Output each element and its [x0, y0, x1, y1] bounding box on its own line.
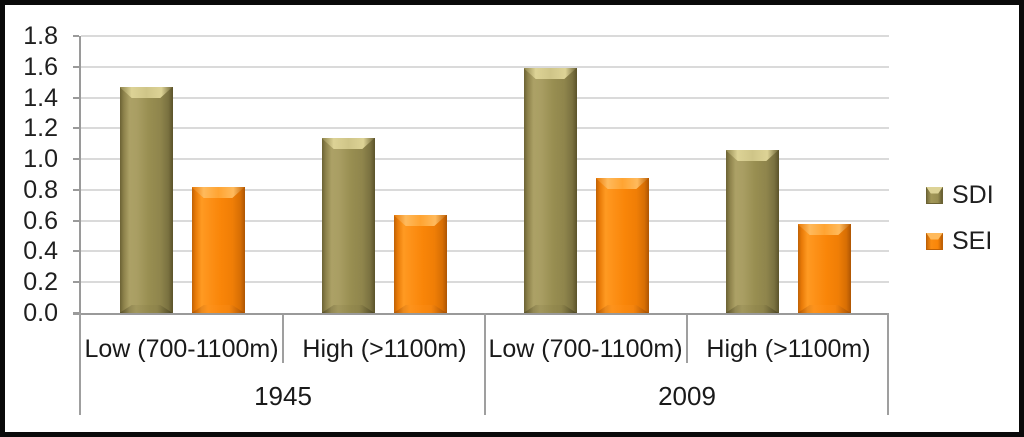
y-tick-label: 1.6	[23, 52, 58, 81]
legend-label-sdi: SDI	[952, 180, 994, 209]
category-label-1945-high: High (>1100m)	[302, 335, 467, 363]
axis-separator-middle	[484, 313, 486, 415]
year-row: 1945 2009	[81, 363, 889, 415]
bar-sdi-1945-high	[321, 138, 375, 313]
axis-separator-left	[79, 313, 81, 415]
x-axis-line	[73, 313, 889, 315]
y-axis-tick	[73, 219, 79, 222]
bar-sei-2009-high	[797, 224, 851, 313]
gridline	[81, 219, 889, 222]
y-axis-tick	[73, 188, 79, 191]
year-label-2009: 2009	[658, 380, 716, 411]
bar-sdi-2009-low	[523, 68, 577, 313]
category-label-1945-low: Low (700-1100m)	[81, 315, 284, 363]
y-axis-tick	[73, 250, 79, 253]
y-tick-label: 1.0	[23, 145, 58, 174]
year-label-1945: 1945	[254, 380, 312, 411]
gridline	[81, 96, 889, 99]
category-label-2009-low: Low (700-1100m)	[485, 315, 688, 363]
y-tick-label: 0.4	[23, 237, 58, 266]
bar-sei-1945-low	[191, 187, 245, 313]
y-axis-tick	[73, 96, 79, 99]
sdi-swatch-icon	[926, 186, 943, 204]
y-tick-label: 1.4	[23, 83, 58, 112]
gridline	[81, 35, 889, 37]
y-tick-label: 0.6	[23, 206, 58, 235]
axis-separator-right	[887, 313, 889, 415]
category-row: Low (700-1100m) High (>1100m) Low (700-1…	[81, 315, 889, 363]
bar-sei-1945-high	[393, 215, 447, 313]
sei-swatch-icon	[926, 232, 943, 250]
gridline	[81, 158, 889, 161]
y-axis-tick	[73, 312, 79, 314]
gridline	[81, 281, 889, 284]
legend-item-sdi: SDI	[926, 181, 994, 209]
gridline	[81, 127, 889, 130]
y-axis-tick	[73, 65, 79, 68]
y-axis-tick	[73, 127, 79, 130]
legend-item-sei: SEI	[926, 227, 994, 255]
y-tick-label: 1.8	[23, 22, 58, 50]
y-tick-label: 0.0	[23, 299, 58, 327]
y-tick-label: 1.2	[23, 114, 58, 143]
bar-sdi-2009-high	[725, 150, 779, 313]
legend-label-sei: SEI	[952, 226, 993, 255]
gridline	[81, 188, 889, 191]
category-label-2009-high: High (>1100m)	[706, 335, 871, 363]
bar-sei-2009-low	[595, 178, 649, 313]
x-axis-area: Low (700-1100m) High (>1100m) Low (700-1…	[73, 313, 889, 415]
gridline	[81, 65, 889, 68]
gridline	[81, 250, 889, 253]
y-tick-label: 0.2	[23, 268, 58, 297]
y-axis-tick	[73, 35, 79, 37]
y-tick-label: 0.8	[23, 175, 58, 204]
plot-area	[79, 35, 889, 313]
y-axis-tick	[73, 281, 79, 284]
bar-sdi-1945-low	[119, 87, 173, 313]
legend: SDI SEI	[926, 181, 994, 255]
y-axis-tick	[73, 158, 79, 161]
